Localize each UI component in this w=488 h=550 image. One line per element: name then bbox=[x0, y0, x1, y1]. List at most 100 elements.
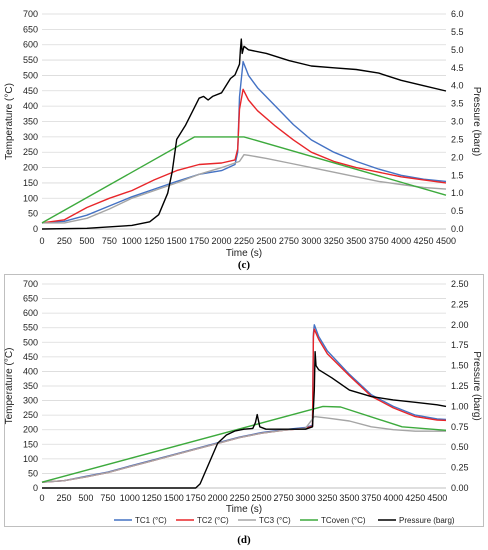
y2-tick-label: 4.5 bbox=[451, 63, 464, 73]
y2-tick-label: 0.25 bbox=[451, 463, 469, 473]
y2-tick-label: 4.0 bbox=[451, 81, 464, 91]
y-tick-label: 100 bbox=[23, 454, 38, 464]
x-axis-title: Time (s) bbox=[226, 248, 262, 259]
y2-tick-label: 1.00 bbox=[451, 401, 469, 411]
legend-label: Pressure (barg) bbox=[399, 516, 455, 525]
y-tick-label: 450 bbox=[23, 352, 38, 362]
y-tick-label: 200 bbox=[23, 425, 38, 435]
y-tick-label: 600 bbox=[23, 40, 38, 50]
y2-tick-label: 5.5 bbox=[451, 27, 464, 37]
y2-tick-label: 0.00 bbox=[451, 483, 469, 493]
chart-0: 0 50 100 150 200 250 300 350 400 450 500 550 600 650 7… bbox=[4, 9, 482, 259]
series-line-3 bbox=[41, 405, 447, 483]
x-tick-label: 4000 bbox=[391, 236, 411, 246]
series-line-2 bbox=[41, 415, 446, 483]
series-line-4 bbox=[41, 38, 447, 230]
y2-tick-label: 5.0 bbox=[451, 45, 464, 55]
y-tick-label: 500 bbox=[23, 70, 38, 80]
series-line-2 bbox=[42, 153, 447, 224]
y-tick-label: 100 bbox=[23, 193, 38, 203]
x-tick-label: 2500 bbox=[256, 236, 276, 246]
legend-label: TC3 (°C) bbox=[259, 516, 291, 525]
y-tick-label: 250 bbox=[23, 147, 38, 157]
y-tick-label: 250 bbox=[23, 410, 38, 420]
y2-tick-label: 2.50 bbox=[451, 279, 469, 289]
legend-label: TC1 (°C) bbox=[135, 516, 167, 525]
x-tick-label: 4250 bbox=[414, 236, 434, 246]
y2-tick-label: 1.5 bbox=[451, 170, 464, 180]
y-tick-label: 550 bbox=[23, 323, 38, 333]
y-tick-label: 350 bbox=[23, 117, 38, 127]
series-line-3 bbox=[41, 136, 447, 224]
y-axis-title: Temperature (°C) bbox=[4, 83, 15, 160]
x-tick-label: 2250 bbox=[230, 493, 250, 503]
y2-tick-label: 2.5 bbox=[451, 134, 464, 144]
y-tick-label: 150 bbox=[23, 178, 38, 188]
x-tick-label: 4500 bbox=[427, 493, 447, 503]
y2-axis-title: Pressure (barg) bbox=[471, 351, 482, 420]
y-tick-label: 700 bbox=[23, 279, 38, 289]
y-tick-label: 0 bbox=[33, 224, 38, 234]
x-tick-label: 4500 bbox=[436, 236, 456, 246]
y-tick-label: 450 bbox=[23, 86, 38, 96]
x-tick-label: 1250 bbox=[144, 236, 164, 246]
y-tick-label: 400 bbox=[23, 101, 38, 111]
x-tick-label: 2000 bbox=[212, 236, 232, 246]
x-tick-label: 0 bbox=[39, 236, 44, 246]
y-tick-label: 0 bbox=[33, 483, 38, 493]
x-tick-label: 250 bbox=[57, 236, 72, 246]
x-tick-label: 3750 bbox=[361, 493, 381, 503]
x-tick-label: 2750 bbox=[274, 493, 294, 503]
y-tick-label: 350 bbox=[23, 381, 38, 391]
y2-tick-label: 0.0 bbox=[451, 224, 464, 234]
series-line-4 bbox=[42, 351, 447, 489]
y2-tick-label: 2.25 bbox=[451, 299, 469, 309]
y2-tick-label: 1.75 bbox=[451, 340, 469, 350]
x-tick-label: 4250 bbox=[405, 493, 425, 503]
x-tick-label: 250 bbox=[56, 493, 71, 503]
x-tick-label: 3500 bbox=[339, 493, 359, 503]
y-tick-label: 650 bbox=[23, 294, 38, 304]
y2-tick-label: 0.75 bbox=[451, 422, 469, 432]
x-tick-label: 2250 bbox=[234, 236, 254, 246]
x-tick-label: 2750 bbox=[279, 236, 299, 246]
x-tick-label: 1750 bbox=[189, 236, 209, 246]
y-tick-label: 650 bbox=[23, 24, 38, 34]
y2-tick-label: 0.5 bbox=[451, 206, 464, 216]
series-line-0 bbox=[41, 60, 447, 224]
y-tick-label: 500 bbox=[23, 337, 38, 347]
x-tick-label: 500 bbox=[79, 236, 94, 246]
chart-1: 0 50 100 150 200 250 300 350 400 450 500 550 600 650 7… bbox=[4, 279, 482, 525]
y2-axis-title: Pressure (barg) bbox=[471, 87, 482, 156]
x-tick-label: 500 bbox=[78, 493, 93, 503]
y2-tick-label: 3.5 bbox=[451, 99, 464, 109]
y-tick-label: 700 bbox=[23, 9, 38, 19]
y-tick-label: 400 bbox=[23, 366, 38, 376]
x-tick-label: 4000 bbox=[383, 493, 403, 503]
y-tick-label: 300 bbox=[23, 396, 38, 406]
y-tick-label: 300 bbox=[23, 132, 38, 142]
y-tick-label: 50 bbox=[28, 209, 38, 219]
y2-tick-label: 1.50 bbox=[451, 361, 469, 371]
y2-tick-label: 2.00 bbox=[451, 320, 469, 330]
x-tick-label: 1500 bbox=[167, 236, 187, 246]
x-tick-label: 1000 bbox=[122, 236, 142, 246]
x-tick-label: 3750 bbox=[369, 236, 389, 246]
panel-d-frame bbox=[4, 274, 484, 527]
x-tick-label: 3000 bbox=[301, 236, 321, 246]
y-tick-label: 50 bbox=[28, 468, 38, 478]
y2-tick-label: 0.50 bbox=[451, 442, 469, 452]
y-tick-label: 600 bbox=[23, 308, 38, 318]
y-axis-title: Temperature (°C) bbox=[4, 348, 15, 425]
y2-tick-label: 1.0 bbox=[451, 188, 464, 198]
x-tick-label: 3500 bbox=[346, 236, 366, 246]
x-tick-label: 1250 bbox=[142, 493, 162, 503]
legend: TC1 (°C) TC2 (°C) TC3 (°C) TCoven (°C) Press… bbox=[114, 516, 455, 525]
y-tick-label: 200 bbox=[23, 163, 38, 173]
x-tick-label: 1750 bbox=[186, 493, 206, 503]
panel-d-label: (d) bbox=[237, 534, 251, 546]
y2-tick-label: 1.25 bbox=[451, 381, 469, 391]
panel-c-label: (c) bbox=[238, 259, 251, 271]
x-tick-label: 2500 bbox=[252, 493, 272, 503]
